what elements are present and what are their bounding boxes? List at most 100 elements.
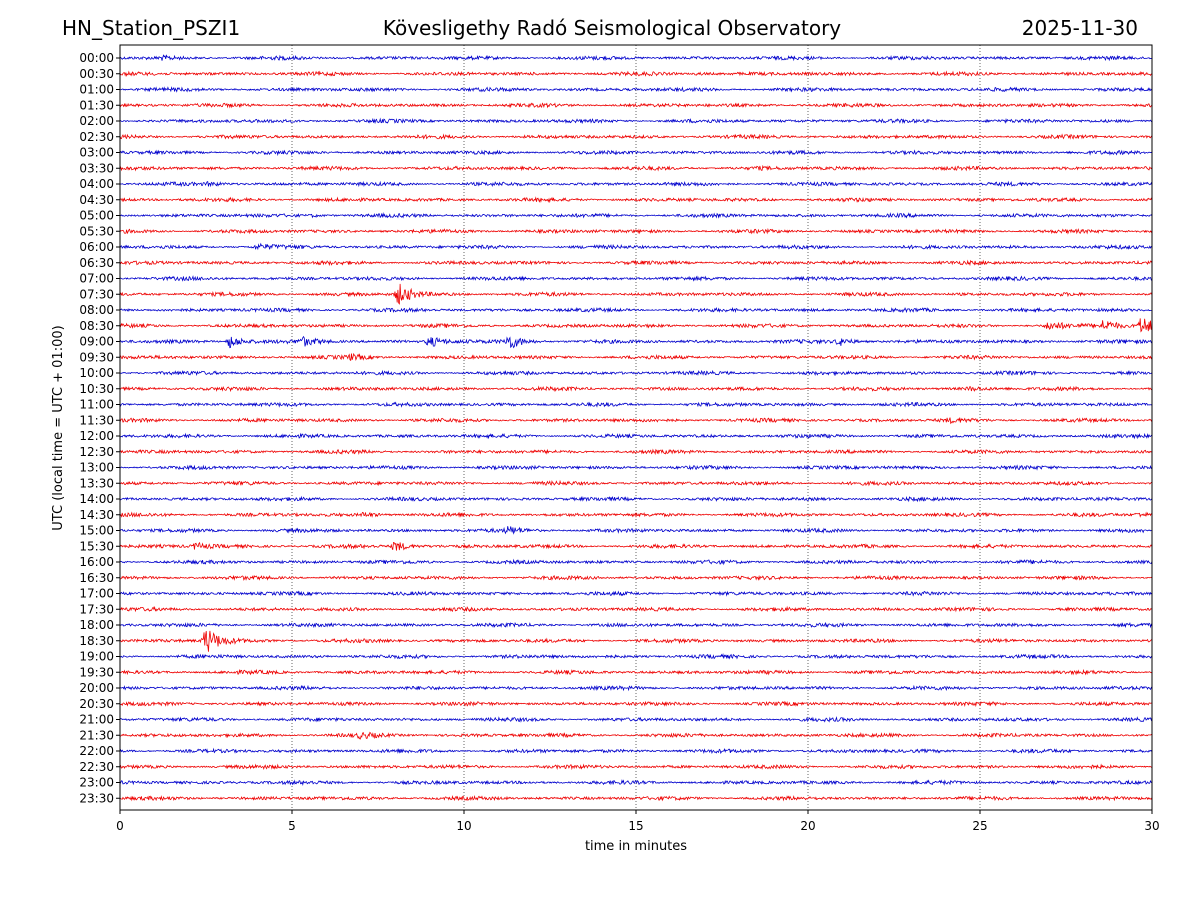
trace-0400 (119, 180, 1153, 188)
row-label: 18:00 (79, 618, 114, 632)
trace-0330 (119, 164, 1153, 172)
trace-2130 (119, 731, 1153, 740)
row-label: 10:30 (79, 382, 114, 396)
trace-1730 (119, 605, 1153, 613)
trace-0130 (119, 102, 1153, 109)
trace-1630 (119, 574, 1153, 581)
trace-0600 (119, 242, 1153, 251)
x-tick-label: 25 (972, 819, 987, 833)
trace-2100 (119, 716, 1153, 723)
row-label: 04:30 (79, 193, 114, 207)
row-label: 22:00 (79, 744, 114, 758)
row-label: 12:30 (79, 445, 114, 459)
trace-1330 (119, 479, 1153, 487)
chart-title: Kövesligethy Radó Seismological Observat… (382, 16, 842, 40)
trace-1230 (119, 448, 1153, 456)
trace-0930 (119, 352, 1153, 362)
row-label: 17:30 (79, 602, 114, 616)
row-label: 08:00 (79, 303, 114, 317)
trace-0230 (119, 133, 1153, 140)
x-axis-ticks: 0 5 10 15 20 25 30 (116, 810, 1160, 833)
x-tick-label: 15 (628, 819, 643, 833)
row-label: 20:00 (79, 681, 114, 695)
chart-date: 2025-11-30 (1021, 16, 1138, 40)
row-label: 01:00 (79, 83, 114, 97)
trace-0500 (119, 212, 1153, 219)
row-label: 16:00 (79, 555, 114, 569)
row-label: 12:00 (79, 429, 114, 443)
row-label: 05:30 (79, 224, 114, 238)
row-label: 04:00 (79, 177, 114, 191)
row-label: 21:00 (79, 713, 114, 727)
trace-0830 (119, 318, 1153, 333)
trace-2200 (119, 747, 1153, 755)
x-tick-label: 0 (116, 819, 124, 833)
trace-1830 (119, 630, 1153, 652)
trace-1800 (119, 621, 1153, 629)
trace-1030 (119, 385, 1153, 393)
row-label: 19:00 (79, 650, 114, 664)
row-label: 11:00 (79, 398, 114, 412)
row-label: 02:00 (79, 114, 114, 128)
row-label: 06:30 (79, 256, 114, 270)
row-label: 15:30 (79, 539, 114, 553)
row-label: 07:00 (79, 272, 114, 286)
station-name: HN_Station_PSZI1 (62, 16, 241, 40)
trace-1430 (119, 511, 1153, 518)
row-label: 23:00 (79, 776, 114, 790)
row-label: 03:30 (79, 161, 114, 175)
trace-0530 (119, 227, 1153, 235)
trace-0030 (119, 70, 1153, 77)
x-tick-label: 5 (288, 819, 296, 833)
trace-2300 (119, 779, 1153, 786)
x-axis-label: time in minutes (585, 839, 687, 854)
trace-1000 (119, 369, 1153, 377)
row-label: 07:30 (79, 287, 114, 301)
row-label: 18:30 (79, 634, 114, 648)
trace-1930 (119, 668, 1153, 676)
row-label: 06:00 (79, 240, 114, 254)
x-tick-label: 20 (800, 819, 815, 833)
seismogram-traces (119, 54, 1153, 802)
trace-1300 (120, 464, 1153, 471)
row-label: 22:30 (79, 760, 114, 774)
trace-0430 (119, 196, 1153, 204)
trace-1400 (119, 495, 1153, 503)
trace-2330 (119, 795, 1153, 802)
row-label: 09:00 (79, 335, 114, 349)
trace-0300 (119, 149, 1153, 157)
row-label: 13:00 (79, 461, 114, 475)
trace-1600 (119, 558, 1153, 566)
trace-0900 (119, 335, 1153, 349)
row-label: 19:30 (79, 665, 114, 679)
trace-0730 (119, 283, 1153, 305)
trace-0200 (119, 117, 1153, 125)
trace-0700 (119, 275, 1153, 282)
trace-1700 (119, 590, 1153, 597)
trace-2230 (119, 763, 1153, 771)
row-label: 14:30 (79, 508, 114, 522)
trace-0800 (119, 306, 1153, 314)
x-tick-label: 10 (456, 819, 471, 833)
row-label: 20:30 (79, 697, 114, 711)
row-label: 16:30 (79, 571, 114, 585)
row-label: 08:30 (79, 319, 114, 333)
x-tick-label: 30 (1144, 819, 1159, 833)
row-label: 09:30 (79, 350, 114, 364)
row-label: 17:00 (79, 587, 114, 601)
row-label: 23:30 (79, 791, 114, 805)
trace-0630 (119, 259, 1153, 267)
trace-1500 (119, 526, 1153, 535)
row-label: 00:30 (79, 67, 114, 81)
trace-0000 (119, 54, 1152, 62)
trace-2000 (119, 684, 1153, 692)
row-label: 11:30 (79, 413, 114, 427)
row-label: 00:00 (79, 51, 114, 65)
row-label: 21:30 (79, 728, 114, 742)
row-label: 01:30 (79, 98, 114, 112)
y-axis-label: UTC (local time = UTC + 01:00) (51, 325, 66, 530)
row-label: 14:00 (79, 492, 114, 506)
trace-0100 (119, 86, 1153, 93)
row-label: 05:00 (79, 209, 114, 223)
